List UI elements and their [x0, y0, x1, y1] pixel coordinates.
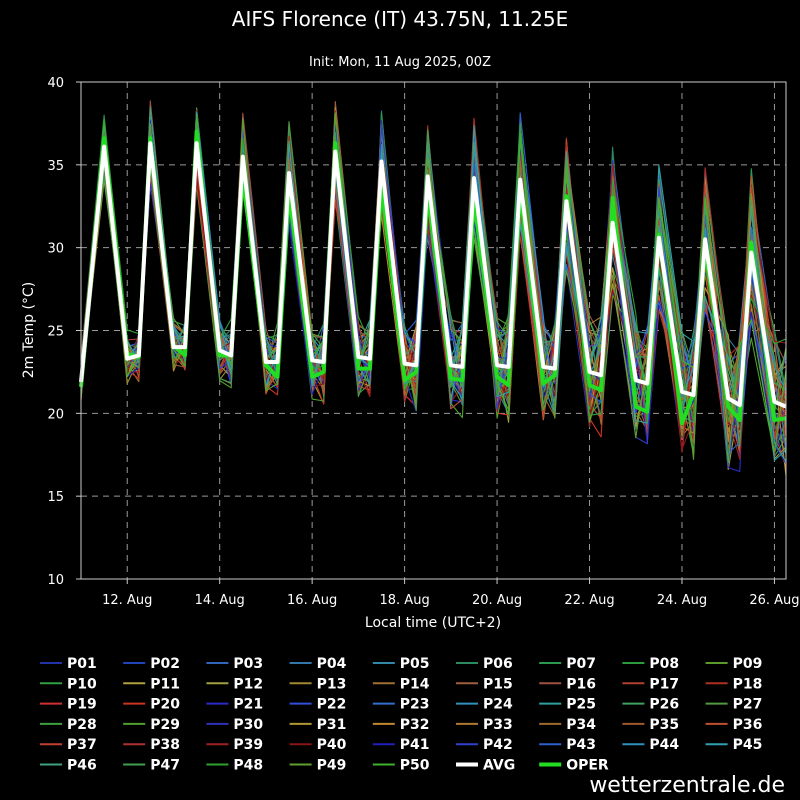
legend-label-p29: P29 [150, 717, 180, 733]
legend-label-p50: P50 [400, 758, 430, 774]
legend-label-p25: P25 [566, 697, 596, 713]
legend-label-p16: P16 [566, 676, 596, 692]
y-tick-label: 20 [47, 407, 64, 422]
legend-label-p24: P24 [483, 697, 513, 713]
x-tick-label: 12. Aug [102, 593, 152, 608]
legend-label-p35: P35 [649, 717, 679, 733]
legend: P01 P02 P03 P04 P05 P06 P07 P08 P09 P10 P11 P12 P13 P… [40, 656, 762, 774]
legend-label-p20: P20 [150, 697, 180, 713]
x-axis-label: Local time (UTC+2) [365, 615, 501, 631]
legend-label-p19: P19 [67, 697, 97, 713]
legend-label-p42: P42 [483, 737, 513, 753]
legend-label-p30: P30 [233, 717, 263, 733]
x-tick-label: 22. Aug [564, 593, 614, 608]
x-tick-label: 26. Aug [749, 593, 799, 608]
x-tick-label: 20. Aug [472, 593, 522, 608]
legend-label-p17: P17 [649, 676, 679, 692]
x-axis-ticks: 12. Aug 14. Aug 16. Aug 18. Aug 20. Aug 22. A… [102, 579, 800, 608]
legend-label-p22: P22 [317, 697, 347, 713]
legend-label-p37: P37 [67, 737, 97, 753]
legend-label-p49: P49 [317, 758, 347, 774]
legend-label-p31: P31 [317, 717, 347, 733]
watermark: wetterzentrale.de [589, 773, 785, 798]
legend-label-p12: P12 [233, 676, 263, 692]
y-tick-label: 40 [47, 76, 64, 91]
legend-label-p38: P38 [150, 737, 180, 753]
legend-label-oper: OPER [566, 758, 609, 774]
highlight-series-layer [79, 129, 787, 426]
x-tick-label: 18. Aug [380, 593, 430, 608]
x-tick-label: 24. Aug [657, 593, 707, 608]
legend-label-p46: P46 [67, 758, 97, 774]
chart-subtitle: Init: Mon, 11 Aug 2025, 00Z [309, 55, 491, 70]
legend-label-p21: P21 [233, 697, 263, 713]
legend-label-p03: P03 [233, 656, 263, 672]
legend-label-p41: P41 [400, 737, 430, 753]
legend-label-p34: P34 [566, 717, 596, 733]
legend-label-p15: P15 [483, 676, 513, 692]
legend-label-p10: P10 [67, 676, 97, 692]
y-tick-label: 15 [47, 490, 64, 505]
legend-label-p09: P09 [733, 656, 763, 672]
legend-label-p43: P43 [566, 737, 596, 753]
legend-label-p18: P18 [733, 676, 763, 692]
legend-label-avg: AVG [483, 758, 515, 774]
x-tick-label: 14. Aug [195, 593, 245, 608]
legend-label-p23: P23 [400, 697, 430, 713]
y-tick-label: 25 [47, 325, 64, 340]
legend-label-p05: P05 [400, 656, 430, 672]
y-tick-label: 30 [47, 242, 64, 257]
legend-label-p32: P32 [400, 717, 430, 733]
x-tick-label: 16. Aug [287, 593, 337, 608]
legend-label-p13: P13 [317, 676, 347, 692]
legend-label-p28: P28 [67, 717, 97, 733]
y-tick-label: 35 [47, 159, 64, 174]
y-tick-label: 10 [47, 573, 64, 588]
legend-label-p08: P08 [649, 656, 679, 672]
legend-label-p44: P44 [649, 737, 679, 753]
legend-label-p11: P11 [150, 676, 180, 692]
legend-label-p07: P07 [566, 656, 596, 672]
legend-label-p48: P48 [233, 758, 263, 774]
legend-label-p06: P06 [483, 656, 513, 672]
legend-label-p36: P36 [733, 717, 763, 733]
y-axis-label: 2m Temp (°C) [21, 282, 37, 378]
legend-label-p39: P39 [233, 737, 263, 753]
y-axis-ticks: 10 15 20 25 30 35 40 [47, 76, 81, 588]
legend-label-p27: P27 [733, 697, 763, 713]
legend-label-p02: P02 [150, 656, 180, 672]
legend-label-p45: P45 [733, 737, 763, 753]
legend-label-p04: P04 [317, 656, 347, 672]
legend-label-p47: P47 [150, 758, 180, 774]
chart-title: AIFS Florence (IT) 43.75N, 11.25E [232, 7, 568, 31]
legend-label-p33: P33 [483, 717, 513, 733]
legend-label-p14: P14 [400, 676, 430, 692]
series-line-avg [79, 141, 787, 409]
legend-label-p40: P40 [317, 737, 347, 753]
legend-label-p01: P01 [67, 656, 97, 672]
legend-label-p26: P26 [649, 697, 679, 713]
